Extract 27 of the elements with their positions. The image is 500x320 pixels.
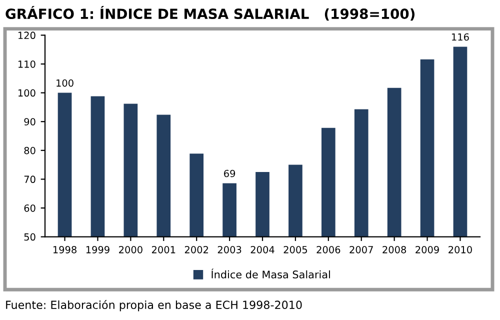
- data-label: 69: [224, 170, 236, 178]
- data-label: 116: [452, 33, 469, 41]
- x-tick-label: 2008: [382, 246, 406, 254]
- source-note: Fuente: Elaboración propia en base a ECH 1998-2010: [6, 300, 302, 312]
- x-tick-label: 2002: [184, 246, 208, 254]
- legend-label: Índice de Masa Salarial: [212, 268, 330, 278]
- chart-title: GRÁFICO 1: ÍNDICE DE MASA SALARIAL (1998=100): [6, 6, 415, 21]
- x-tick-label: 2006: [316, 246, 340, 254]
- y-tick-label: 90: [24, 118, 36, 126]
- x-tick-label: 2003: [218, 246, 242, 254]
- x-tick-label: 2009: [416, 246, 439, 254]
- x-tick-label: 2000: [119, 246, 142, 254]
- x-tick-label: 2001: [152, 246, 176, 254]
- y-tick-label: 110: [18, 60, 36, 68]
- x-tick-label: 2010: [448, 246, 472, 254]
- y-tick-label: 80: [24, 146, 36, 154]
- x-tick-label: 1999: [86, 246, 110, 254]
- x-tick-label: 1998: [53, 246, 76, 254]
- y-tick-label: 70: [24, 176, 36, 184]
- y-tick-label: 100: [18, 89, 36, 97]
- data-label: 100: [56, 79, 74, 87]
- x-tick-label: 2004: [250, 246, 274, 254]
- x-tick-label: 2005: [284, 246, 307, 254]
- y-tick-label: 50: [24, 233, 36, 241]
- y-tick-label: 60: [24, 204, 36, 212]
- x-tick-label: 2007: [350, 246, 373, 254]
- y-tick-label: 120: [18, 32, 36, 40]
